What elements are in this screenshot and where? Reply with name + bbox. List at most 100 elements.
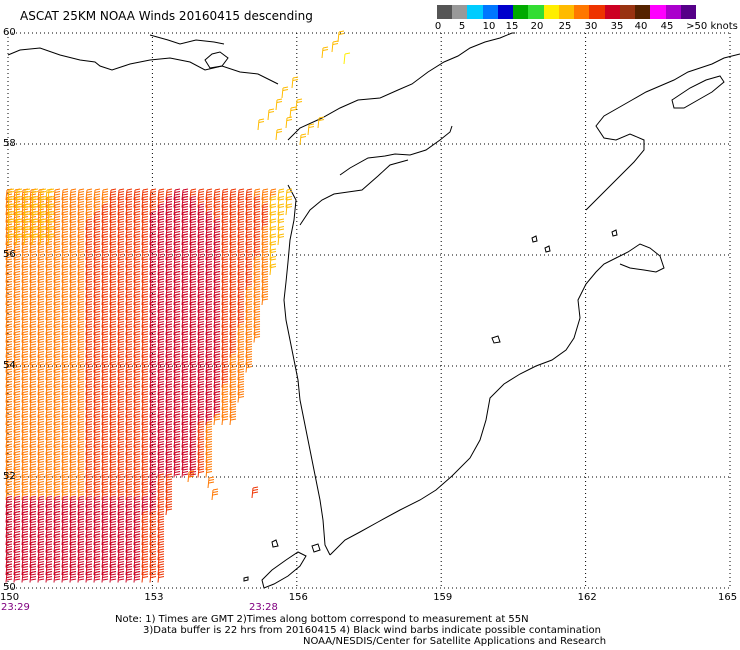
wind-barb (189, 338, 197, 351)
wind-barb (213, 323, 221, 336)
wind-barb (101, 226, 109, 238)
lon-label: 156 (288, 592, 308, 603)
wind-barb (205, 271, 213, 283)
wind-barb (181, 383, 189, 396)
wind-barb (93, 383, 101, 396)
wind-barb (205, 256, 213, 268)
wind-barb (109, 526, 117, 538)
wind-barb (295, 98, 303, 111)
wind-barb (133, 256, 141, 268)
wind-barb (31, 188, 39, 201)
wind-barb (93, 203, 101, 216)
wind-barb (221, 413, 229, 426)
wind-barb (165, 473, 173, 486)
wind-barb (93, 436, 101, 448)
wind-barb (101, 353, 109, 366)
wind-barb (117, 211, 125, 223)
wind-barb (117, 233, 125, 246)
wind-barb (141, 413, 149, 426)
wind-barb (261, 218, 269, 231)
wind-barb (261, 241, 269, 253)
wind-barb (109, 541, 117, 553)
wind-barb (101, 376, 109, 388)
wind-barb (181, 248, 189, 261)
wind-barb (229, 308, 237, 321)
legend-swatch (680, 5, 696, 19)
wind-barb (109, 278, 117, 291)
wind-barb (39, 211, 47, 223)
wind-barb (5, 466, 13, 478)
wind-barb (165, 233, 173, 246)
wind-barb (141, 316, 149, 328)
wind-barb (117, 226, 125, 238)
wind-barb (125, 308, 133, 321)
wind-barb (133, 368, 141, 381)
wind-barb (173, 406, 181, 418)
wind-barb (181, 376, 189, 388)
wind-barb (29, 541, 37, 553)
wind-barb (189, 413, 197, 426)
wind-barb (117, 188, 125, 201)
wind-barb (53, 473, 61, 486)
wind-barb (253, 293, 261, 306)
wind-barb (211, 488, 219, 501)
wind-barb (181, 286, 189, 298)
wind-barb (141, 526, 149, 538)
wind-barb (61, 211, 69, 223)
wind-barb (69, 428, 77, 441)
wind-barb (197, 428, 205, 441)
wind-barb (85, 286, 93, 298)
wind-barb (37, 361, 45, 373)
wind-barb (245, 226, 253, 238)
wind-barb (165, 361, 173, 373)
wind-barb (117, 556, 125, 568)
wind-barb (37, 323, 45, 336)
wind-barb (149, 518, 157, 531)
wind-barb (197, 218, 205, 231)
wind-barb (237, 383, 245, 396)
wind-barb (189, 331, 197, 343)
wind-barb (29, 526, 37, 538)
wind-barb (61, 413, 69, 426)
wind-barb (157, 413, 165, 426)
wind-barb (213, 353, 221, 366)
wind-barb (253, 271, 261, 283)
wind-barb (69, 376, 77, 388)
wind-barb (85, 556, 93, 568)
wind-barb (29, 563, 37, 576)
wind-barb (149, 346, 157, 358)
wind-barb (77, 436, 85, 448)
wind-barb (109, 241, 117, 253)
wind-barb (149, 526, 157, 538)
wind-barb (37, 548, 45, 561)
wind-barb (125, 248, 133, 261)
wind-barb (53, 203, 61, 216)
wind-barb (101, 241, 109, 253)
wind-barb (277, 188, 285, 201)
wind-barb (69, 511, 77, 523)
wind-barb (29, 496, 37, 508)
wind-barb (45, 286, 53, 298)
wind-barb (5, 511, 13, 523)
wind-barb (21, 391, 29, 403)
wind-barb (261, 226, 269, 238)
wind-barb (53, 361, 61, 373)
wind-barb (125, 241, 133, 253)
wind-barb (237, 203, 245, 216)
wind-barb (29, 443, 37, 456)
wind-barb (165, 368, 173, 381)
wind-barb (93, 346, 101, 358)
wind-barb (45, 421, 53, 433)
wind-barb (109, 518, 117, 531)
wind-barb (77, 346, 85, 358)
wind-barb (189, 421, 197, 433)
wind-barb (245, 346, 253, 358)
wind-barb (69, 361, 77, 373)
wind-barb (61, 308, 69, 321)
wind-barb (165, 481, 173, 493)
legend-swatch (513, 5, 529, 19)
wind-barb (21, 413, 29, 426)
wind-barb (261, 271, 269, 283)
wind-barb (133, 466, 141, 478)
wind-barb (93, 406, 101, 418)
